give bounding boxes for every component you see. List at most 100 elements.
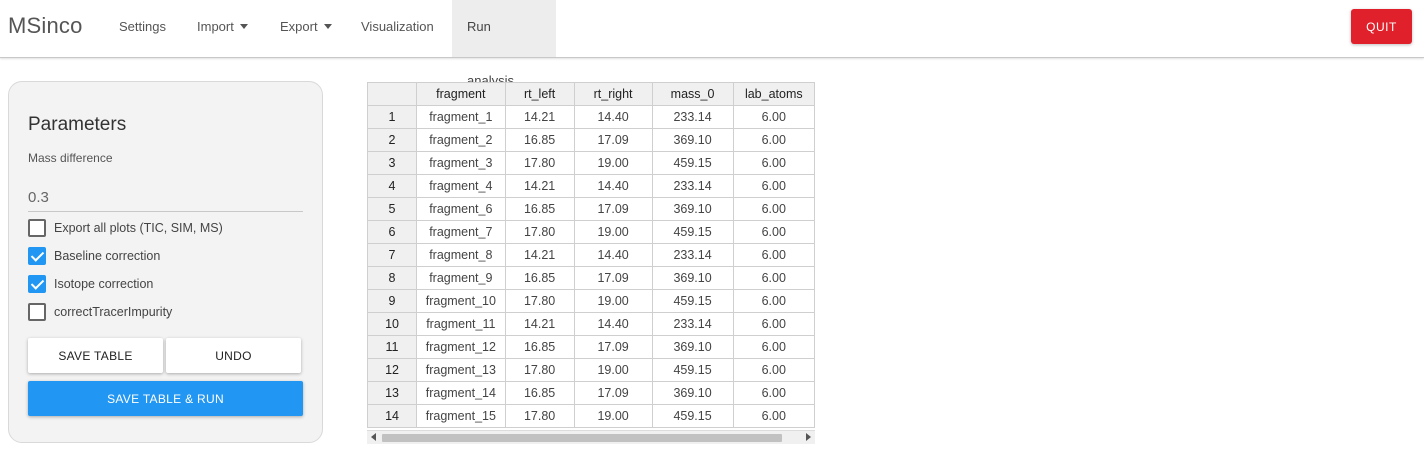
scroll-thumb[interactable] [382, 434, 782, 442]
nav-settings[interactable]: Settings [104, 0, 181, 57]
table-cell[interactable]: 14.21 [504, 174, 575, 198]
table-cell[interactable]: fragment_9 [416, 266, 506, 290]
table-cell[interactable]: fragment_11 [416, 312, 506, 336]
save-table-button[interactable]: SAVE TABLE [28, 338, 163, 373]
row-header-cell[interactable]: 5 [367, 197, 418, 221]
column-header-rt-left[interactable]: rt_left [504, 82, 575, 106]
row-header-cell[interactable]: 13 [367, 381, 418, 405]
row-header-cell[interactable]: 1 [367, 105, 418, 129]
table-cell[interactable]: 14.21 [504, 312, 575, 336]
table-cell[interactable]: 6.00 [732, 358, 815, 382]
table-cell[interactable]: fragment_15 [416, 404, 506, 428]
nav-export-dropdown[interactable]: Export [265, 0, 347, 57]
table-cell[interactable]: fragment_1 [416, 105, 506, 129]
table-cell[interactable]: 14.21 [504, 243, 575, 267]
nav-run-analysis[interactable]: Run analysis [452, 0, 556, 88]
baseline-correction-checkbox-row[interactable]: Baseline correction [28, 246, 160, 266]
table-cell[interactable]: fragment_12 [416, 335, 506, 359]
save-table-run-button[interactable]: SAVE TABLE & RUN [28, 381, 303, 416]
table-cell[interactable]: 6.00 [732, 197, 815, 221]
table-cell[interactable]: 17.09 [573, 266, 653, 290]
row-header-cell[interactable]: 4 [367, 174, 418, 198]
table-cell[interactable]: 16.85 [504, 128, 575, 152]
undo-button[interactable]: UNDO [166, 338, 301, 373]
scroll-right-arrow-icon[interactable] [806, 433, 811, 441]
table-cell[interactable]: 19.00 [573, 220, 653, 244]
table-cell[interactable]: 17.09 [573, 197, 653, 221]
table-cell[interactable]: 17.80 [504, 404, 575, 428]
table-cell[interactable]: 233.14 [651, 243, 734, 267]
table-cell[interactable]: 16.85 [504, 381, 575, 405]
table-cell[interactable]: 16.85 [504, 197, 575, 221]
row-header-cell[interactable]: 11 [367, 335, 418, 359]
nav-visualization[interactable]: Visualization [346, 0, 449, 57]
table-cell[interactable]: 19.00 [573, 358, 653, 382]
table-cell[interactable]: 6.00 [732, 220, 815, 244]
table-cell[interactable]: 17.09 [573, 335, 653, 359]
nav-import-dropdown[interactable]: Import [182, 0, 263, 57]
table-cell[interactable]: 369.10 [651, 335, 734, 359]
table-cell[interactable]: 6.00 [732, 174, 815, 198]
correct-tracer-impurity-checkbox[interactable] [28, 303, 46, 321]
row-header-cell[interactable]: 10 [367, 312, 418, 336]
export-all-plots-checkbox[interactable] [28, 219, 46, 237]
table-cell[interactable]: 14.21 [504, 105, 575, 129]
table-cell[interactable]: fragment_3 [416, 151, 506, 175]
table-cell[interactable]: 14.40 [573, 174, 653, 198]
table-cell[interactable]: 369.10 [651, 128, 734, 152]
table-cell[interactable]: 16.85 [504, 335, 575, 359]
table-cell[interactable]: 6.00 [732, 289, 815, 313]
table-cell[interactable]: fragment_4 [416, 174, 506, 198]
table-cell[interactable]: 19.00 [573, 289, 653, 313]
table-cell[interactable]: 6.00 [732, 266, 815, 290]
table-cell[interactable]: 6.00 [732, 312, 815, 336]
row-header-cell[interactable]: 7 [367, 243, 418, 267]
table-cell[interactable]: 17.80 [504, 358, 575, 382]
baseline-correction-checkbox[interactable] [28, 247, 46, 265]
scroll-left-arrow-icon[interactable] [371, 433, 376, 441]
table-cell[interactable]: 233.14 [651, 105, 734, 129]
isotope-correction-checkbox[interactable] [28, 275, 46, 293]
table-cell[interactable]: 233.14 [651, 174, 734, 198]
table-cell[interactable]: fragment_7 [416, 220, 506, 244]
table-cell[interactable]: 14.40 [573, 312, 653, 336]
column-header-rt-right[interactable]: rt_right [573, 82, 653, 106]
table-cell[interactable]: 6.00 [732, 151, 815, 175]
quit-button[interactable]: QUIT [1351, 9, 1412, 44]
table-cell[interactable]: 14.40 [573, 243, 653, 267]
horizontal-scrollbar[interactable] [367, 430, 815, 444]
column-header-mass-0[interactable]: mass_0 [651, 82, 734, 106]
row-header-cell[interactable]: 3 [367, 151, 418, 175]
mass-difference-input[interactable] [28, 178, 303, 212]
table-cell[interactable]: 459.15 [651, 151, 734, 175]
isotope-correction-checkbox-row[interactable]: Isotope correction [28, 274, 153, 294]
table-cell[interactable]: 459.15 [651, 289, 734, 313]
table-cell[interactable]: 6.00 [732, 404, 815, 428]
table-cell[interactable]: 233.14 [651, 312, 734, 336]
row-header-cell[interactable]: 2 [367, 128, 418, 152]
table-cell[interactable]: 6.00 [732, 243, 815, 267]
table-cell[interactable]: 19.00 [573, 151, 653, 175]
table-cell[interactable]: 369.10 [651, 381, 734, 405]
table-cell[interactable]: fragment_13 [416, 358, 506, 382]
table-cell[interactable]: 369.10 [651, 266, 734, 290]
table-cell[interactable]: 459.15 [651, 404, 734, 428]
table-cell[interactable]: 17.09 [573, 381, 653, 405]
table-cell[interactable]: fragment_10 [416, 289, 506, 313]
table-cell[interactable]: 14.40 [573, 105, 653, 129]
table-cell[interactable]: 459.15 [651, 220, 734, 244]
table-cell[interactable]: 459.15 [651, 358, 734, 382]
table-cell[interactable]: 6.00 [732, 128, 815, 152]
row-header-cell[interactable]: 9 [367, 289, 418, 313]
row-header-cell[interactable]: 12 [367, 358, 418, 382]
table-cell[interactable]: 19.00 [573, 404, 653, 428]
table-cell[interactable]: fragment_8 [416, 243, 506, 267]
table-cell[interactable]: 6.00 [732, 381, 815, 405]
column-header-fragment[interactable]: fragment [416, 82, 506, 106]
export-all-plots-checkbox-row[interactable]: Export all plots (TIC, SIM, MS) [28, 218, 223, 238]
table-cell[interactable]: fragment_6 [416, 197, 506, 221]
correct-tracer-impurity-checkbox-row[interactable]: correctTracerImpurity [28, 302, 172, 322]
table-cell[interactable]: fragment_2 [416, 128, 506, 152]
table-cell[interactable]: 6.00 [732, 105, 815, 129]
table-cell[interactable]: fragment_14 [416, 381, 506, 405]
